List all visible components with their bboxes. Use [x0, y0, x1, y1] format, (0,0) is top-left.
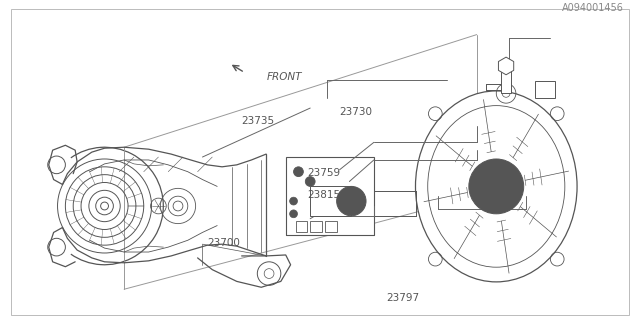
Text: FRONT: FRONT: [267, 72, 302, 82]
Polygon shape: [499, 57, 514, 75]
Text: A094001456: A094001456: [562, 3, 624, 13]
Text: 23759: 23759: [307, 168, 340, 178]
Circle shape: [294, 167, 303, 177]
Circle shape: [290, 210, 298, 218]
Bar: [310, 187, 351, 216]
Text: 23815: 23815: [307, 190, 340, 200]
Text: 23735: 23735: [242, 116, 275, 126]
Ellipse shape: [415, 91, 577, 282]
Bar: [501, 66, 511, 93]
Bar: [536, 81, 555, 98]
Bar: [325, 221, 337, 232]
Bar: [310, 221, 322, 232]
Circle shape: [290, 197, 298, 205]
Bar: [296, 221, 307, 232]
Circle shape: [337, 187, 366, 216]
Circle shape: [469, 159, 524, 214]
Bar: [285, 157, 374, 236]
Text: 23700: 23700: [207, 238, 240, 248]
Text: 23797: 23797: [386, 293, 419, 303]
Circle shape: [305, 177, 315, 187]
Text: 23730: 23730: [339, 107, 372, 117]
